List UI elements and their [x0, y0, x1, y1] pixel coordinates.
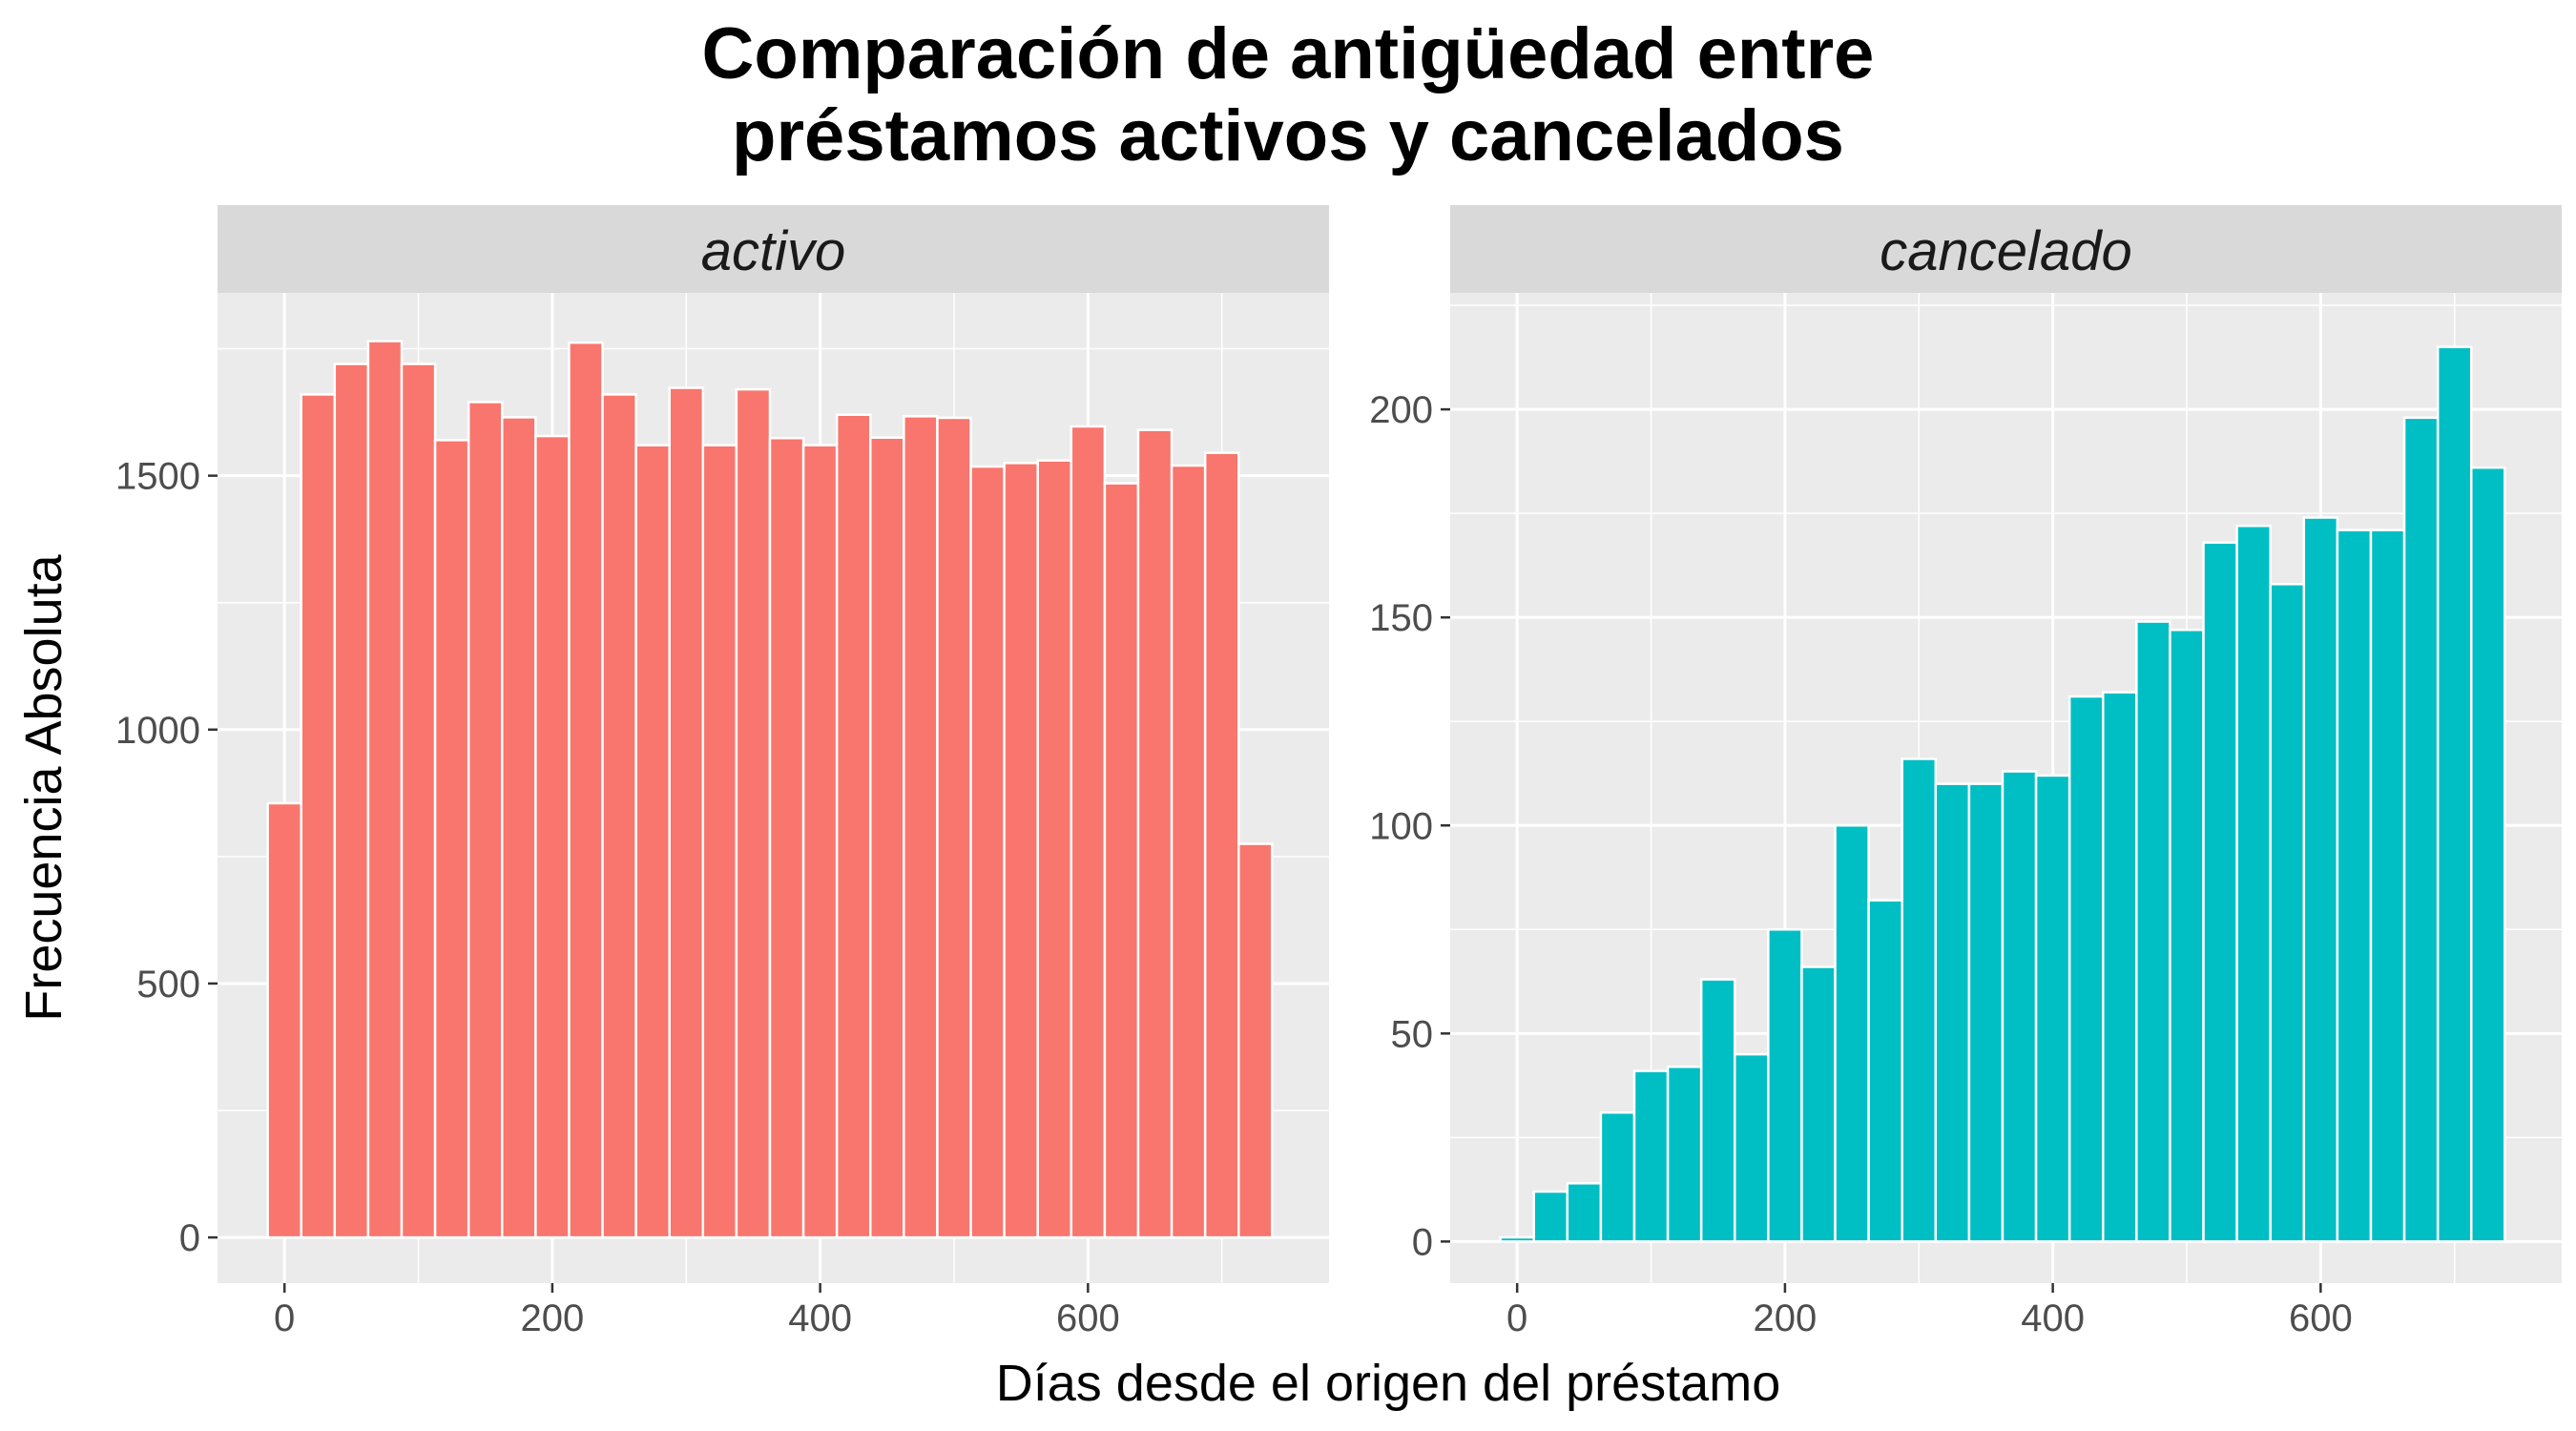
panel-activo-bar-1 — [300, 393, 337, 1239]
panel-cancelado-bar-3 — [1599, 1110, 1636, 1243]
panel-activo-bar-10 — [601, 393, 637, 1239]
panel-cancelado-bars — [1499, 345, 2506, 1243]
panel-activo-bar-8 — [534, 434, 571, 1239]
chart-title: Comparación de antigüedad entre préstamo… — [702, 13, 1875, 176]
panel-cancelado-y-tick-label-2: 100 — [1369, 805, 1433, 847]
panel-activo-bar-26 — [1136, 428, 1174, 1239]
panel-activo-x-tick-label-0: 0 — [274, 1297, 295, 1339]
panel-cancelado-bar-20 — [2169, 629, 2205, 1243]
panel-cancelado-y-tick-label-3: 150 — [1369, 597, 1433, 639]
panel-activo-bar-24 — [1070, 425, 1107, 1239]
panel-activo-bar-19 — [903, 415, 939, 1239]
panel-activo-bar-9 — [568, 341, 604, 1239]
panel-cancelado-x-tick-label-3: 600 — [2289, 1297, 2353, 1339]
x-axis-title: Días desde el origen del préstamo — [996, 1355, 1780, 1412]
panel-activo-bar-25 — [1103, 482, 1140, 1239]
panel-cancelado-bar-14 — [1967, 782, 2005, 1243]
panel-activo-bars — [266, 340, 1274, 1239]
panel-activo-bar-7 — [501, 416, 537, 1239]
panel-activo-bar-21 — [969, 465, 1006, 1239]
panel-cancelado-bar-27 — [2402, 416, 2440, 1243]
panel-cancelado-bar-28 — [2436, 345, 2473, 1243]
panel-cancelado-bar-19 — [2135, 620, 2171, 1243]
panel-cancelado-bar-9 — [1800, 965, 1837, 1243]
panel-cancelado-bar-2 — [1566, 1182, 1603, 1243]
panel-activo-bar-6 — [467, 401, 504, 1239]
panel-cancelado-x-tick-label-1: 200 — [1754, 1297, 1818, 1339]
panel-activo-bar-27 — [1170, 464, 1207, 1239]
panel-cancelado-bar-15 — [2001, 770, 2038, 1243]
panel-activo-x-tick-label-3: 600 — [1056, 1297, 1120, 1339]
panel-activo-strip — [218, 205, 1329, 293]
panel-activo-bar-17 — [835, 413, 872, 1239]
panel-cancelado-bar-16 — [2034, 774, 2071, 1243]
panel-cancelado-bar-18 — [2102, 691, 2138, 1243]
panel-cancelado-bar-13 — [1934, 782, 1971, 1243]
chart-title-line-2: préstamos activos y cancelados — [732, 95, 1844, 176]
panel-cancelado-x-tick-label-0: 0 — [1506, 1297, 1527, 1339]
panel-cancelado-bar-6 — [1699, 978, 1736, 1243]
panel-activo-y-tick-label-1: 500 — [136, 964, 200, 1006]
panel-activo-bar-2 — [333, 363, 370, 1239]
panel-cancelado-bar-21 — [2202, 541, 2238, 1243]
panel-activo-bar-16 — [801, 444, 839, 1239]
panel-cancelado-strip-label: cancelado — [1880, 220, 2131, 282]
panel-activo-bar-3 — [366, 340, 404, 1239]
panel-cancelado-bar-11 — [1867, 899, 1903, 1243]
panel-activo-bar-4 — [400, 363, 437, 1239]
panel-cancelado-bar-0 — [1499, 1235, 1535, 1243]
panel-activo-ticks: 0 200 400 600 0 500 1000 1500 — [115, 456, 1120, 1339]
panel-cancelado-bar-25 — [2336, 529, 2373, 1243]
panel-activo: activo 0 200 400 600 0 500 1000 1500 — [115, 205, 1329, 1339]
panel-activo-bar-22 — [1003, 462, 1039, 1239]
panel-cancelado-y-tick-label-1: 50 — [1391, 1013, 1434, 1055]
chart-title-line-1: Comparación de antigüedad entre — [702, 13, 1875, 94]
panel-activo-bar-29 — [1237, 842, 1274, 1239]
panel-activo-bar-12 — [668, 386, 705, 1239]
panel-activo-y-tick-label-2: 1000 — [115, 710, 200, 752]
panel-cancelado-y-tick-label-4: 200 — [1369, 389, 1433, 431]
panel-activo-bar-0 — [266, 801, 302, 1239]
panel-activo-y-tick-label-3: 1500 — [115, 456, 200, 498]
panel-cancelado-bar-12 — [1901, 757, 1938, 1243]
panel-cancelado-bar-8 — [1767, 928, 1803, 1243]
panel-activo-y-tick-label-0: 0 — [179, 1217, 200, 1259]
panel-activo-bar-11 — [634, 444, 671, 1239]
panel-activo-bar-13 — [701, 444, 738, 1239]
panel-activo-bar-5 — [433, 439, 470, 1239]
panel-cancelado-bar-24 — [2302, 516, 2339, 1243]
panel-activo-x-tick-label-1: 200 — [521, 1297, 585, 1339]
panel-cancelado-bar-26 — [2369, 529, 2406, 1243]
panel-cancelado-y-tick-label-0: 0 — [1412, 1221, 1433, 1263]
panel-cancelado-strip — [1450, 205, 2562, 293]
panel-cancelado-ticks: 0 200 400 600 0 50 100 150 200 — [1369, 389, 2352, 1339]
panel-cancelado-bar-29 — [2470, 466, 2506, 1243]
panel-activo-bar-14 — [735, 387, 772, 1239]
panel-activo-bar-18 — [869, 436, 905, 1239]
panel-cancelado-x-tick-label-2: 400 — [2021, 1297, 2085, 1339]
panel-cancelado-bar-1 — [1532, 1190, 1569, 1243]
panel-cancelado-bar-5 — [1666, 1065, 1703, 1243]
panel-activo-bar-28 — [1203, 451, 1240, 1239]
panel-cancelado: cancelado 0 200 400 600 0 50 100 150 200 — [1369, 205, 2562, 1339]
panel-activo-bar-20 — [936, 416, 972, 1239]
y-axis-title: Frecuencia Absoluta — [15, 553, 73, 1021]
panel-cancelado-bar-23 — [2269, 583, 2306, 1243]
panel-activo-x-tick-label-2: 400 — [788, 1297, 852, 1339]
panel-cancelado-bar-7 — [1734, 1052, 1770, 1243]
panel-cancelado-bar-17 — [2067, 695, 2105, 1243]
panel-activo-strip-label: activo — [701, 220, 846, 282]
panel-activo-bar-15 — [768, 436, 805, 1239]
panel-cancelado-bar-10 — [1834, 824, 1870, 1243]
panel-activo-bar-23 — [1036, 459, 1073, 1239]
panel-cancelado-bar-4 — [1632, 1069, 1670, 1243]
panel-cancelado-bar-22 — [2235, 524, 2272, 1243]
